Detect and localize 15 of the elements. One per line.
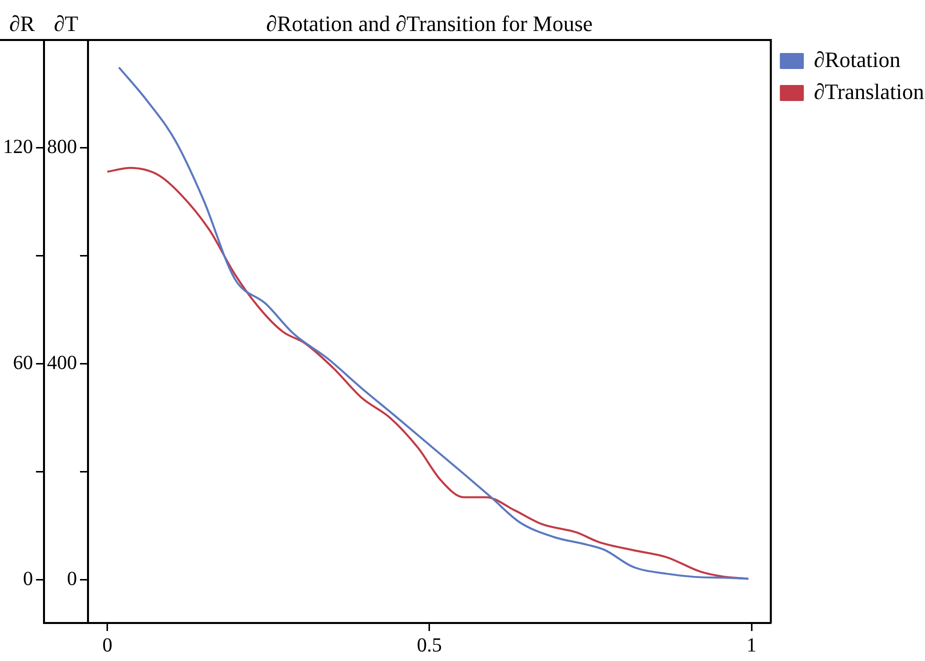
y-axis-title: ∂R <box>9 10 36 36</box>
legend-label: ∂Translation <box>814 78 924 104</box>
y2-tick-label: 0 <box>67 568 77 590</box>
x-tick-label: 0 <box>102 634 112 656</box>
legend-label: ∂Rotation <box>814 46 900 72</box>
y2-axis-title: ∂T <box>54 10 79 36</box>
y-tick-label: 60 <box>13 352 33 374</box>
line-series <box>118 66 750 580</box>
y-tick-label: 0 <box>23 568 33 590</box>
x-tick-label: 1 <box>746 634 757 656</box>
x-tick-label: 0.5 <box>416 634 442 656</box>
chart-title: ∂Rotation and ∂Transition for Mouse <box>266 10 593 36</box>
y2-tick-label: 400 <box>47 352 77 374</box>
y2-tick-label: 800 <box>47 136 77 158</box>
y-tick-label: 120 <box>3 136 33 158</box>
